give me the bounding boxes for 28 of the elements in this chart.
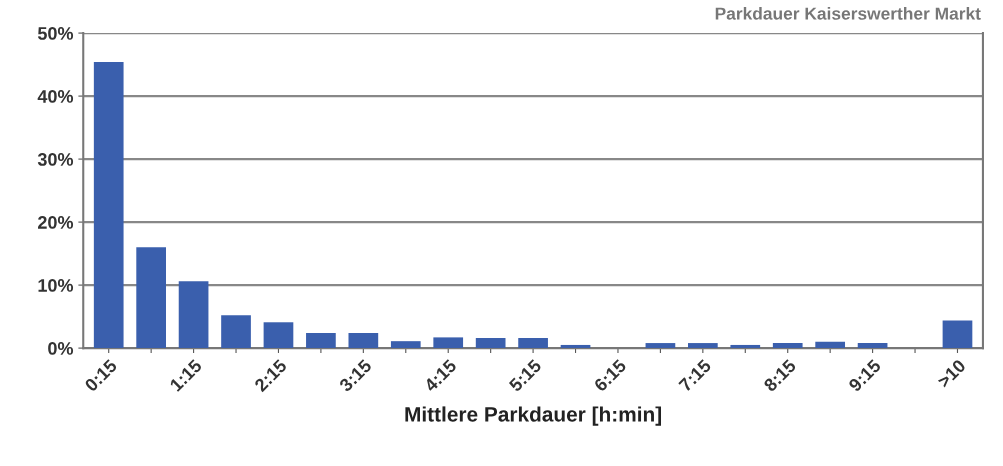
bar: [475, 338, 506, 349]
y-tick-label: 20%: [38, 216, 74, 229]
bar: [390, 341, 421, 349]
chart-title: Parkdauer Kaiserswerther Markt: [715, 6, 981, 20]
bar: [263, 322, 294, 349]
bar: [942, 320, 973, 349]
bar: [306, 332, 336, 349]
y-tick-label: 10%: [38, 279, 74, 292]
bar: [815, 341, 846, 349]
bar: [136, 247, 166, 349]
bar: [772, 343, 803, 349]
y-tick-label: 50%: [37, 27, 74, 40]
bar: [645, 343, 676, 349]
bar: [518, 338, 548, 349]
bar: [730, 344, 761, 349]
bar: [348, 332, 379, 349]
y-tick-label: 40%: [37, 90, 74, 103]
bar: [178, 281, 209, 349]
y-tick-label: 30%: [37, 153, 74, 166]
bar: [433, 337, 464, 349]
bar: [221, 315, 251, 349]
bar: [687, 343, 718, 349]
x-axis-title: Mittlere Parkdauer [h:min]: [405, 406, 662, 426]
bar: [560, 344, 591, 349]
x-tick-label: >10: [936, 358, 967, 389]
bar: [93, 62, 124, 349]
bar: [857, 343, 888, 349]
y-tick-label: 0%: [48, 342, 74, 355]
